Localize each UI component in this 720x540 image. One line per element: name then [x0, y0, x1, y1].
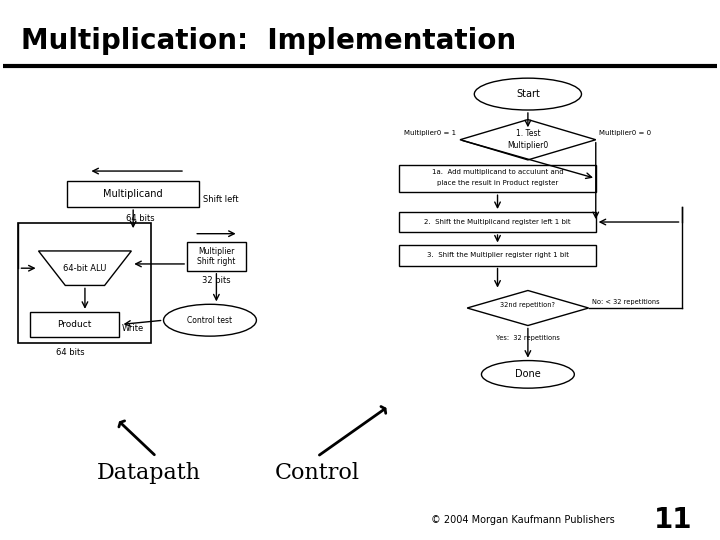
FancyBboxPatch shape — [187, 242, 246, 271]
Text: Write: Write — [122, 324, 143, 333]
Text: 2.  Shift the Multiplicand register left 1 bit: 2. Shift the Multiplicand register left … — [424, 219, 571, 225]
Text: place the result in Product register: place the result in Product register — [437, 180, 558, 186]
FancyBboxPatch shape — [400, 245, 595, 266]
FancyBboxPatch shape — [67, 180, 199, 207]
Text: 64 bits: 64 bits — [126, 214, 155, 224]
Text: © 2004 Morgan Kaufmann Publishers: © 2004 Morgan Kaufmann Publishers — [431, 515, 615, 525]
Text: 64-bit ALU: 64-bit ALU — [63, 264, 107, 273]
Text: 1. Test: 1. Test — [516, 129, 540, 138]
Text: Start: Start — [516, 89, 540, 99]
Ellipse shape — [163, 305, 256, 336]
Text: Multiplier0: Multiplier0 — [508, 140, 549, 150]
Text: Product: Product — [58, 320, 91, 329]
Text: Done: Done — [515, 369, 541, 380]
Text: 1a.  Add multiplicand to accuiunt and: 1a. Add multiplicand to accuiunt and — [432, 169, 563, 175]
Text: Multiplicand: Multiplicand — [104, 189, 163, 199]
Text: 32 bits: 32 bits — [202, 276, 230, 285]
FancyBboxPatch shape — [30, 312, 120, 337]
Ellipse shape — [482, 361, 575, 388]
Text: Datapath: Datapath — [97, 462, 201, 484]
Text: 3.  Shift the Multiplier register right 1 bit: 3. Shift the Multiplier register right 1… — [426, 253, 569, 259]
Ellipse shape — [474, 78, 582, 110]
Text: Control: Control — [274, 462, 359, 484]
Polygon shape — [38, 251, 131, 286]
Text: Multiplication:  Implementation: Multiplication: Implementation — [21, 26, 516, 55]
Text: Control test: Control test — [187, 316, 233, 325]
Text: Multiplier0 = 0: Multiplier0 = 0 — [599, 130, 652, 137]
Text: Shift left: Shift left — [203, 195, 238, 204]
Text: Yes:  32 repetitions: Yes: 32 repetitions — [496, 335, 560, 341]
Polygon shape — [460, 119, 595, 160]
Polygon shape — [467, 291, 589, 326]
Text: 64 bits: 64 bits — [56, 348, 85, 356]
Text: 11: 11 — [654, 507, 692, 535]
Text: Multiplier0 = 1: Multiplier0 = 1 — [405, 130, 456, 137]
Text: 32nd repetition?: 32nd repetition? — [500, 302, 555, 308]
FancyBboxPatch shape — [400, 165, 595, 192]
FancyBboxPatch shape — [400, 212, 595, 232]
Text: Multiplier
Shift right: Multiplier Shift right — [197, 247, 235, 266]
Text: No: < 32 repetitions: No: < 32 repetitions — [592, 299, 660, 305]
